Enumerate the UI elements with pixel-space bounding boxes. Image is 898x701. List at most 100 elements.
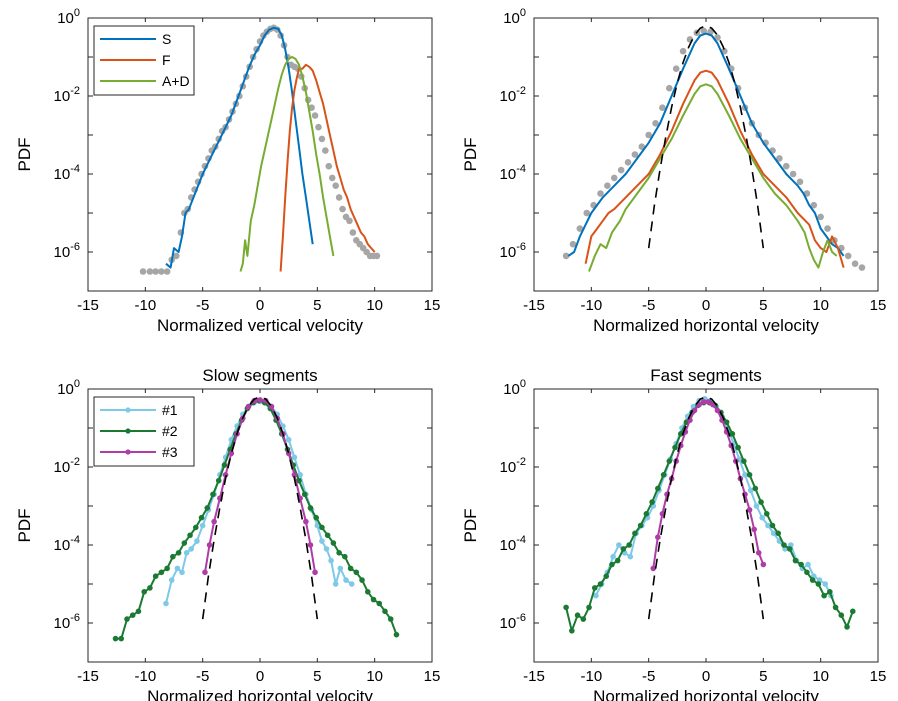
x-tick-label: -10 xyxy=(580,297,602,314)
y-tick-label: 100 xyxy=(503,7,526,27)
data-point xyxy=(838,612,845,618)
data-point xyxy=(844,624,850,630)
data-point xyxy=(827,588,833,595)
data-point xyxy=(206,542,213,548)
data-point xyxy=(583,209,591,217)
legend: SF A+D xyxy=(93,25,195,96)
data-point xyxy=(291,454,298,461)
data-point xyxy=(346,217,353,225)
data-point xyxy=(679,47,687,55)
y-tick-exponent: -4 xyxy=(70,534,80,546)
x-tick-label: 15 xyxy=(870,668,887,685)
data-point xyxy=(330,540,337,546)
x-tick-label: 0 xyxy=(702,297,710,314)
data-point xyxy=(580,616,587,622)
data-point xyxy=(792,557,799,564)
data-point xyxy=(141,588,147,595)
data-point xyxy=(849,608,856,615)
data-point xyxy=(179,569,185,576)
data-point xyxy=(335,194,343,201)
data-point xyxy=(705,399,712,405)
x-tick-label: 0 xyxy=(256,668,264,685)
y-tick-base: 10 xyxy=(54,244,71,261)
y-tick-label: 10-4 xyxy=(54,534,80,554)
data-point xyxy=(319,524,325,531)
x-tick-label: -10 xyxy=(134,297,156,314)
series-series2-line xyxy=(565,401,854,632)
y-tick-base: 10 xyxy=(54,459,71,476)
data-point xyxy=(353,569,360,576)
x-tick-label: -5 xyxy=(196,297,209,314)
y-tick-base: 10 xyxy=(500,244,517,261)
data-point xyxy=(603,573,610,579)
y-tick-label: 10-6 xyxy=(54,241,80,261)
x-tick-label: -10 xyxy=(134,668,156,685)
data-point xyxy=(188,546,195,552)
data-point xyxy=(569,240,577,248)
data-point xyxy=(798,561,804,568)
data-point xyxy=(387,616,394,622)
data-point xyxy=(152,268,159,275)
x-tick-label: -15 xyxy=(523,297,545,314)
data-point xyxy=(747,487,754,494)
data-point xyxy=(804,569,810,576)
x-tick-label: 15 xyxy=(424,668,441,685)
series-series3-line xyxy=(584,69,845,268)
data-point xyxy=(770,530,777,537)
series-3-line xyxy=(204,398,316,573)
x-tick-label: -10 xyxy=(580,668,602,685)
data-point xyxy=(382,608,388,615)
y-tick-base: 10 xyxy=(500,88,517,105)
x-tick-label: -15 xyxy=(77,297,99,314)
series-series2-markers xyxy=(563,399,856,634)
data-point xyxy=(655,485,661,492)
data-point xyxy=(172,252,180,260)
x-tick-label: 5 xyxy=(313,297,321,314)
y-tick-label: 10-6 xyxy=(500,241,526,261)
data-point xyxy=(627,553,634,560)
data-point xyxy=(563,604,569,611)
data-point xyxy=(714,407,721,414)
series-series2-line xyxy=(567,32,845,257)
data-point xyxy=(844,252,852,260)
legend-label: #2 xyxy=(162,423,178,439)
data-point xyxy=(789,170,797,178)
plot-area xyxy=(562,25,866,272)
data-point xyxy=(746,471,753,478)
x-tick-label: 10 xyxy=(812,297,829,314)
data-point xyxy=(597,581,604,587)
data-point xyxy=(723,419,730,425)
x-tick-label: 10 xyxy=(812,668,829,685)
data-point xyxy=(576,225,584,232)
data-point xyxy=(591,585,598,591)
data-point xyxy=(147,585,153,591)
data-point xyxy=(666,84,673,92)
y-tick-base: 10 xyxy=(57,381,74,398)
data-point xyxy=(817,213,824,221)
y-tick-base: 10 xyxy=(54,537,71,554)
legend-marker xyxy=(125,407,131,413)
data-point xyxy=(752,485,759,492)
data-point xyxy=(597,190,604,197)
x-tick-label: 0 xyxy=(256,297,264,314)
y-tick-label: 10-2 xyxy=(500,456,526,476)
data-point xyxy=(759,514,765,521)
y-tick-label: 10-2 xyxy=(54,456,80,476)
data-point xyxy=(336,549,342,556)
y-tick-exponent: -6 xyxy=(516,241,526,253)
data-point xyxy=(393,631,400,638)
data-point xyxy=(198,514,205,521)
y-tick-exponent: -2 xyxy=(516,456,526,468)
y-axis-label: PDF xyxy=(15,138,34,172)
y-tick-exponent: -6 xyxy=(70,241,80,253)
series-series1-markers xyxy=(562,27,866,271)
y-tick-label: 10-2 xyxy=(500,85,526,105)
y-tick-exponent: -6 xyxy=(70,612,80,624)
y-tick-label: 10-2 xyxy=(54,85,80,105)
data-point xyxy=(672,65,680,72)
y-tick-exponent: -2 xyxy=(70,85,80,97)
data-point xyxy=(729,431,736,437)
data-point xyxy=(751,526,757,533)
data-point xyxy=(245,403,252,410)
data-point xyxy=(775,530,782,537)
